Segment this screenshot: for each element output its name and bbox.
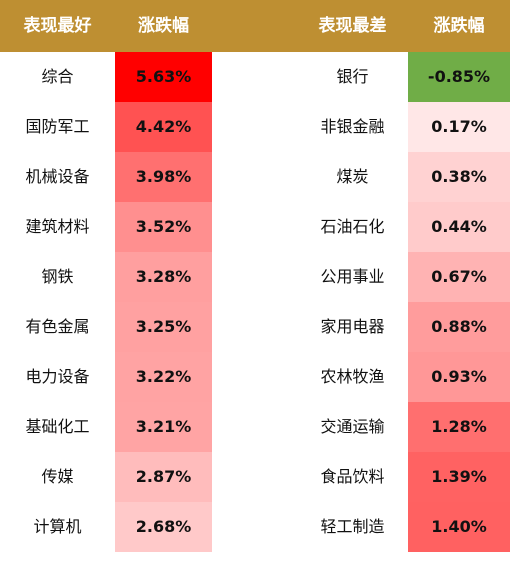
best-industry-change: 3.28% — [115, 252, 212, 302]
best-industry-name: 综合 — [41, 67, 74, 86]
worst-industry-change: 0.17% — [408, 102, 510, 152]
table-row: 国防军工 4.42% 非银金融 0.17% — [0, 102, 510, 152]
best-industry-change: 3.98% — [115, 152, 212, 202]
table-row: 钢铁 3.28% 公用事业 0.67% — [0, 252, 510, 302]
best-industry-change: 4.42% — [115, 102, 212, 152]
best-industry-name: 计算机 — [33, 517, 82, 536]
worst-industry-name: 农林牧渔 — [320, 367, 385, 386]
best-industry-change: 3.21% — [115, 402, 212, 452]
worst-industry-change: 0.38% — [408, 152, 510, 202]
best-industry-change: 2.87% — [115, 452, 212, 502]
worst-industry-name: 食品饮料 — [320, 467, 385, 486]
worst-industry-change: 0.88% — [408, 302, 510, 352]
table-row: 建筑材料 3.52% 石油石化 0.44% — [0, 202, 510, 252]
worst-industry-change: -0.85% — [408, 52, 510, 102]
worst-industry-name: 轻工制造 — [320, 517, 385, 536]
best-industry-name: 机械设备 — [25, 167, 90, 186]
worst-industry-name: 银行 — [336, 67, 369, 86]
best-industry-change: 3.25% — [115, 302, 212, 352]
best-industry-name: 国防军工 — [25, 117, 90, 136]
worst-industry-change: 1.28% — [408, 402, 510, 452]
worst-industry-name: 家用电器 — [320, 317, 385, 336]
table-row: 计算机 2.68% 轻工制造 1.40% — [0, 502, 510, 552]
worst-industry-name: 煤炭 — [336, 167, 369, 186]
best-industry-name: 传媒 — [41, 467, 74, 486]
best-industry-name: 钢铁 — [41, 267, 74, 286]
best-industry-name: 电力设备 — [25, 367, 90, 386]
table-row: 电力设备 3.22% 农林牧渔 0.93% — [0, 352, 510, 402]
best-industry-change: 3.52% — [115, 202, 212, 252]
best-industry-change: 5.63% — [115, 52, 212, 102]
best-industry-name: 有色金属 — [25, 317, 90, 336]
table-row: 有色金属 3.25% 家用电器 0.88% — [0, 302, 510, 352]
worst-industry-change: 0.93% — [408, 352, 510, 402]
table-row: 基础化工 3.21% 交通运输 1.28% — [0, 402, 510, 452]
worst-industry-change: 1.40% — [408, 502, 510, 552]
table-row: 机械设备 3.98% 煤炭 0.38% — [0, 152, 510, 202]
change-header-right: 涨跌幅 — [433, 16, 485, 36]
worst-header: 表现最差 — [318, 16, 387, 36]
worst-industry-change: 1.39% — [408, 452, 510, 502]
change-header-left: 涨跌幅 — [138, 16, 189, 36]
table-row: 传媒 2.87% 食品饮料 1.39% — [0, 452, 510, 502]
worst-industry-change: 0.67% — [408, 252, 510, 302]
best-industry-name: 建筑材料 — [25, 217, 90, 236]
worst-industry-name: 交通运输 — [320, 417, 385, 436]
best-header: 表现最好 — [23, 16, 92, 36]
worst-industry-change: 0.44% — [408, 202, 510, 252]
worst-industry-name: 石油石化 — [320, 217, 385, 236]
worst-industry-name: 公用事业 — [320, 267, 385, 286]
best-industry-change: 2.68% — [115, 502, 212, 552]
best-industry-name: 基础化工 — [25, 417, 90, 436]
best-industry-change: 3.22% — [115, 352, 212, 402]
table-header: 表现最好 涨跌幅 表现最差 涨跌幅 — [0, 0, 510, 52]
worst-industry-name: 非银金融 — [320, 117, 385, 136]
table-row: 综合 5.63% 银行 -0.85% — [0, 52, 510, 102]
